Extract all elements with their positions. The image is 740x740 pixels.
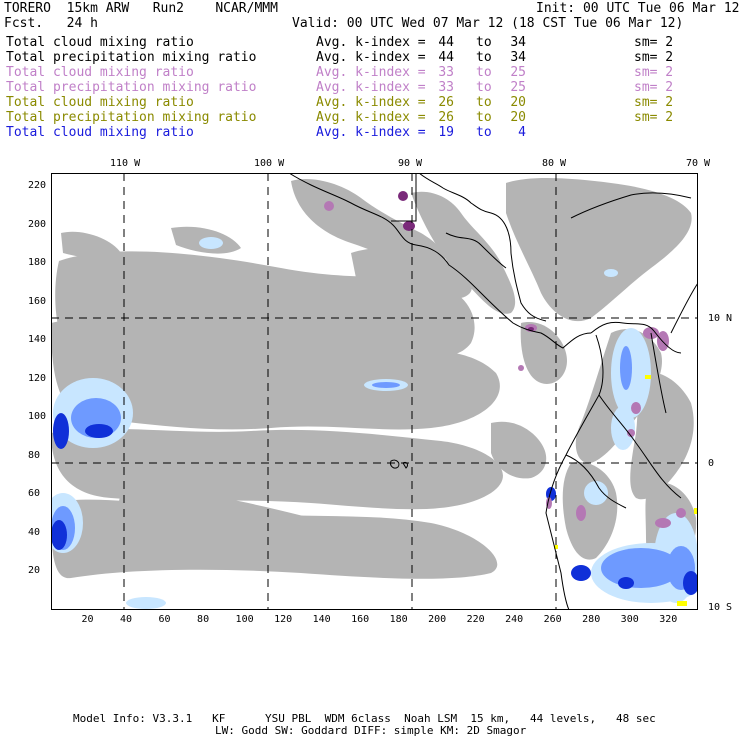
y-tick-label: 180	[28, 257, 47, 269]
legend-label: Total precipitation mixing ratio	[6, 50, 257, 65]
y-tick-label: 100	[28, 411, 47, 423]
x-tick-label: 120	[274, 614, 293, 625]
legend-range-high: 44	[438, 50, 454, 65]
legend-label: Total cloud mixing ratio	[6, 65, 194, 80]
lon-label: 80 W	[542, 158, 567, 169]
y-tick-label: 80	[28, 449, 41, 461]
legend-avg-kindex: Avg. k-index =	[316, 50, 426, 65]
legend-avg-kindex: Avg. k-index =	[316, 65, 426, 80]
legend-label: Total precipitation mixing ratio	[6, 80, 257, 95]
x-tick-label: 20	[81, 614, 94, 625]
lat-label: 0	[708, 458, 715, 469]
precip-heavy-field	[51, 413, 698, 595]
header-init-time: Init: 00 UTC Tue 06 Mar 12	[536, 1, 740, 16]
legend-range-low: 4	[518, 125, 526, 140]
x-tick-label: 240	[505, 614, 524, 625]
x-tick-label: 160	[351, 614, 370, 625]
legend-range-high: 44	[438, 35, 454, 50]
legend-range-to: to	[476, 50, 492, 65]
legend-smoothing: sm= 2	[634, 95, 674, 110]
legend-range-high: 33	[438, 65, 454, 80]
legend-avg-kindex: Avg. k-index =	[316, 110, 426, 125]
legend-range-to: to	[476, 65, 492, 80]
k-index-yellow-field	[554, 375, 698, 606]
legend-smoothing: sm= 2	[634, 65, 674, 80]
header-valid-time: Valid: 00 UTC Wed 07 Mar 12 (18 CST Tue …	[292, 16, 684, 31]
lon-label: 70 W	[686, 158, 711, 169]
legend-range-high: 33	[438, 80, 454, 95]
footer-model-info: Model Info: V3.3.1 KF YSU PBL WDM 6class…	[73, 712, 656, 725]
legend-range-high: 26	[438, 95, 454, 110]
legend-range-low: 34	[510, 50, 526, 65]
legend-label: Total cloud mixing ratio	[6, 125, 194, 140]
legend-range-to: to	[476, 95, 492, 110]
forecast-map	[51, 173, 698, 610]
legend-range-to: to	[476, 125, 492, 140]
header-run-title: TORERO 15km ARW Run2 NCAR/MMM	[4, 1, 278, 16]
legend-smoothing: sm= 2	[634, 35, 674, 50]
header-forecast-hour: Fcst. 24 h	[4, 16, 98, 31]
x-tick-label: 320	[659, 614, 678, 625]
legend-label: Total cloud mixing ratio	[6, 35, 194, 50]
x-tick-label: 260	[543, 614, 562, 625]
y-tick-label: 20	[28, 565, 41, 577]
legend-smoothing: sm= 2	[634, 50, 674, 65]
legend-range-to: to	[476, 110, 492, 125]
y-tick-label: 220	[28, 180, 47, 192]
x-tick-label: 40	[120, 614, 133, 625]
lat-label: 10 S	[708, 602, 733, 613]
x-tick-label: 300	[620, 614, 639, 625]
legend-label: Total cloud mixing ratio	[6, 95, 194, 110]
x-tick-label: 80	[197, 614, 210, 625]
legend-range-to: to	[476, 80, 492, 95]
legend-label: Total precipitation mixing ratio	[6, 110, 257, 125]
y-tick-label: 120	[28, 372, 47, 384]
legend-range-low: 34	[510, 35, 526, 50]
y-tick-label: 60	[28, 488, 41, 500]
legend-range-high: 26	[438, 110, 454, 125]
x-tick-label: 60	[158, 614, 171, 625]
x-tick-label: 180	[389, 614, 408, 625]
lon-label: 90 W	[398, 158, 423, 169]
x-tick-label: 220	[466, 614, 485, 625]
legend-range-low: 25	[510, 80, 526, 95]
legend-smoothing: sm= 2	[634, 110, 674, 125]
y-tick-label: 200	[28, 218, 47, 230]
y-tick-label: 40	[28, 526, 41, 538]
x-tick-label: 100	[235, 614, 254, 625]
legend-avg-kindex: Avg. k-index =	[316, 80, 426, 95]
legend-avg-kindex: Avg. k-index =	[316, 125, 426, 140]
lon-label: 100 W	[254, 158, 285, 169]
x-tick-label: 280	[582, 614, 601, 625]
legend-range-to: to	[476, 35, 492, 50]
footer-physics-info: LW: Godd SW: Goddard DIFF: simple KM: 2D…	[215, 724, 527, 737]
y-tick-label: 160	[28, 295, 47, 307]
y-tick-label: 140	[28, 334, 47, 346]
coastlines	[288, 173, 698, 610]
lon-label: 110 W	[110, 158, 141, 169]
legend-range-low: 20	[510, 95, 526, 110]
legend-range-low: 20	[510, 110, 526, 125]
legend-range-low: 25	[510, 65, 526, 80]
legend-avg-kindex: Avg. k-index =	[316, 35, 426, 50]
k-index-max-field	[398, 191, 534, 331]
legend-range-high: 19	[438, 125, 454, 140]
legend-avg-kindex: Avg. k-index =	[316, 95, 426, 110]
x-tick-label: 140	[312, 614, 331, 625]
x-tick-label: 200	[428, 614, 447, 625]
lat-label: 10 N	[708, 313, 733, 324]
cloud-field	[51, 178, 697, 579]
legend-smoothing: sm= 2	[634, 80, 674, 95]
lat-lon-grid	[51, 173, 698, 610]
